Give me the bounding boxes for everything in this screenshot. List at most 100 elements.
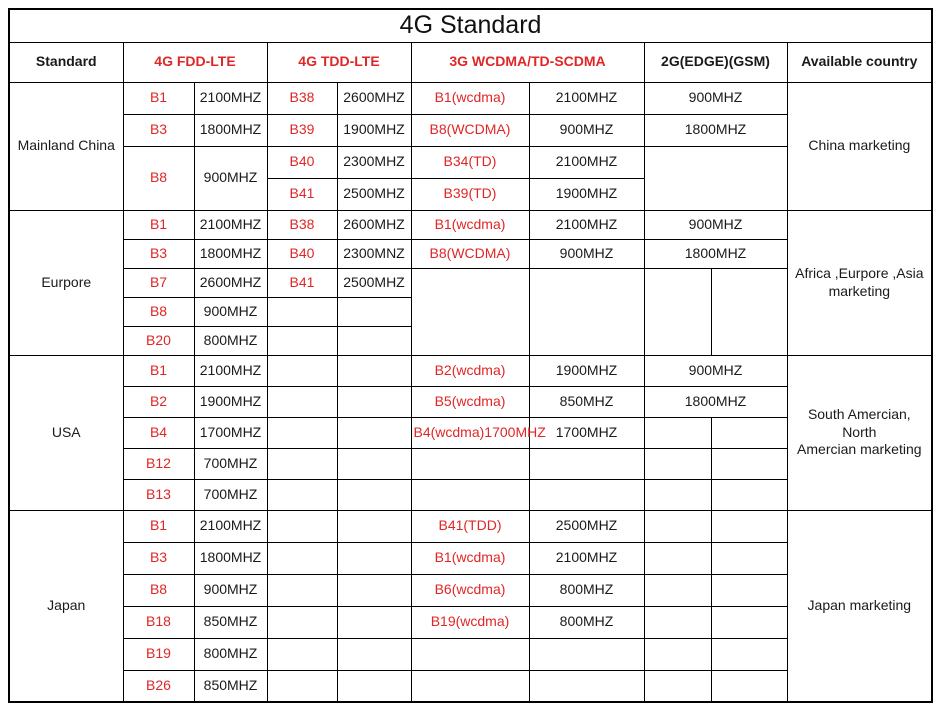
band-cell: B12 [122, 447, 195, 480]
empty-cell [528, 669, 645, 703]
band-cell: B18 [122, 605, 195, 639]
empty-cell [710, 416, 788, 449]
section-name-japan: Japan [8, 509, 124, 703]
empty-cell [710, 267, 788, 356]
empty-cell [266, 325, 338, 356]
empty-cell [643, 541, 712, 575]
empty-cell [528, 267, 645, 356]
col-header-3g-wcdma: 3G WCDMA/TD-SCDMA [410, 41, 645, 83]
band-cell: B1 [122, 209, 195, 240]
band-cell: B2(wcdma) [410, 354, 530, 387]
band-cell: B8(WCDMA) [410, 113, 530, 147]
band-cell: B1(wcdma) [410, 81, 530, 115]
empty-cell [336, 478, 412, 511]
freq-cell: 2500MHZ [528, 509, 645, 543]
empty-cell [410, 669, 530, 703]
col-header-available-country: Available country [786, 41, 933, 83]
freq-cell: 900MHZ [643, 354, 788, 387]
col-header-4g-fdd-lte: 4G FDD-LTE [122, 41, 268, 83]
freq-cell: 2600MHZ [193, 267, 268, 298]
empty-cell [528, 447, 645, 480]
freq-cell: 900MHZ [643, 209, 788, 240]
freq-cell: 700MHZ [193, 478, 268, 511]
freq-cell: 900MHZ [643, 81, 788, 115]
freq-cell: 900MHZ [193, 296, 268, 327]
band-cell: B40 [266, 238, 338, 269]
freq-cell: 1800MHZ [643, 238, 788, 269]
band-cell: B7 [122, 267, 195, 298]
table-title: 4G Standard [8, 8, 933, 43]
empty-cell [266, 296, 338, 327]
band-cell: B1 [122, 81, 195, 115]
freq-cell: 2100MHZ [528, 81, 645, 115]
col-header-standard: Standard [8, 41, 124, 83]
freq-cell: 2300MNZ [336, 238, 412, 269]
empty-cell [643, 573, 712, 607]
empty-cell [710, 605, 788, 639]
freq-cell: 1800MHZ [643, 385, 788, 418]
freq-cell: 2600MHZ [336, 209, 412, 240]
freq-cell: 800MHZ [193, 637, 268, 671]
section-name-mainland-china: Mainland China [8, 81, 124, 211]
empty-cell [266, 447, 338, 480]
freq-cell: 1900MHZ [193, 385, 268, 418]
freq-cell: 1900MHZ [528, 354, 645, 387]
band-cell: B3 [122, 541, 195, 575]
band-cell: B19(wcdma) [410, 605, 530, 639]
empty-cell [336, 573, 412, 607]
empty-cell [266, 669, 338, 703]
band-cell: B38 [266, 209, 338, 240]
band-cell: B1(wcdma) [410, 541, 530, 575]
empty-cell [336, 605, 412, 639]
empty-cell [643, 416, 712, 449]
freq-cell: 900MHZ [528, 238, 645, 269]
empty-cell [710, 637, 788, 671]
country-cell-europe: Africa ,Eurpore ,Asia marketing [786, 209, 933, 356]
empty-cell [336, 541, 412, 575]
col-header-4g-tdd-lte: 4G TDD-LTE [266, 41, 412, 83]
empty-cell [336, 637, 412, 671]
freq-cell: 850MHZ [193, 605, 268, 639]
freq-cell: 1800MHZ [643, 113, 788, 147]
country-cell-usa: South Amercian, North Amercian marketing [786, 354, 933, 511]
empty-cell [710, 669, 788, 703]
empty-cell [336, 416, 412, 449]
freq-cell: 2100MHZ [528, 145, 645, 179]
freq-cell: 2100MHZ [193, 509, 268, 543]
band-cell: B39 [266, 113, 338, 147]
band-cell: B1 [122, 509, 195, 543]
empty-cell [410, 637, 530, 671]
empty-cell [266, 416, 338, 449]
empty-cell [266, 637, 338, 671]
4g-standard-table: 4G Standard Standard 4G FDD-LTE 4G TDD-L… [8, 8, 934, 703]
band-cell: B8 [122, 573, 195, 607]
freq-cell: 700MHZ [193, 447, 268, 480]
section-name-eurpore: Eurpore [8, 209, 124, 356]
band-cell: B34(TD) [410, 145, 530, 179]
band-cell: B4 [122, 416, 195, 449]
freq-cell: 800MHZ [193, 325, 268, 356]
freq-cell: 800MHZ [528, 605, 645, 639]
empty-cell [528, 478, 645, 511]
empty-cell [643, 447, 712, 480]
empty-cell [410, 447, 530, 480]
freq-cell: 2100MHZ [193, 209, 268, 240]
empty-cell [528, 637, 645, 671]
freq-cell: 2500MHZ [336, 267, 412, 298]
col-header-2g-edge-gsm: 2G(EDGE)(GSM) [643, 41, 788, 83]
empty-cell [336, 669, 412, 703]
empty-cell [643, 509, 712, 543]
freq-cell: 2600MHZ [336, 81, 412, 115]
band-cell: B20 [122, 325, 195, 356]
empty-cell [410, 478, 530, 511]
freq-cell: 1700MHZ [193, 416, 268, 449]
band-cell: B1 [122, 354, 195, 387]
empty-cell [410, 267, 530, 356]
empty-cell [710, 478, 788, 511]
empty-cell [710, 509, 788, 543]
freq-cell: 2500MHZ [336, 177, 412, 211]
freq-cell: 1800MHZ [193, 113, 268, 147]
empty-cell [336, 509, 412, 543]
empty-cell [336, 325, 412, 356]
empty-cell [266, 354, 338, 387]
